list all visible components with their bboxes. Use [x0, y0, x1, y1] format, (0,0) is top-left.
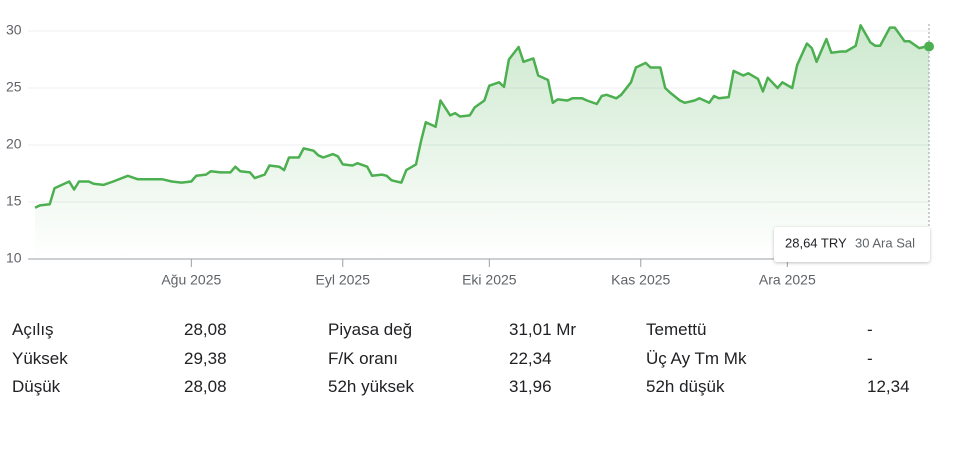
tooltip: 28,64 TRY 30 Ara Sal — [774, 227, 930, 262]
stat-value: - — [867, 320, 873, 339]
y-tick-label: 20 — [6, 136, 22, 152]
stat-value: 31,96 — [509, 377, 552, 396]
stat-value: 28,08 — [184, 377, 227, 396]
x-tick-label: Kas 2025 — [611, 272, 670, 288]
x-tick-label: Ara 2025 — [759, 272, 816, 288]
stat-value: - — [867, 348, 873, 368]
tooltip-box — [774, 227, 930, 262]
tooltip-date: 30 Ara Sal — [855, 235, 915, 250]
chart: 10 15 20 25 30 Ağu 2025 Eyl 2025 Eki 2025 Kas 20… — [6, 22, 934, 288]
stat-value: 12,34 — [867, 377, 910, 396]
x-tick-label: Ağu 2025 — [161, 272, 221, 288]
area — [35, 25, 929, 259]
y-tick-label: 15 — [6, 193, 22, 209]
stat-label: Temettü — [646, 320, 707, 339]
y-tick-label: 25 — [6, 79, 22, 95]
stat-label: Yüksek — [12, 348, 68, 368]
stat-label: 52h yüksek — [328, 377, 414, 396]
stats-row: Düşük 28,08 52h yüksek 31,96 52h düşük 12,34 — [0, 373, 960, 402]
y-tick-label: 30 — [6, 22, 22, 38]
stat-label: Düşük — [12, 377, 61, 396]
stat-label: Piyasa değ — [328, 320, 413, 339]
stat-label: Açılış — [12, 320, 54, 339]
y-tick-label: 10 — [6, 250, 22, 266]
stats-table: Açılış 28,08 Piyasa değ 31,01 Mr Temettü - Yük… — [0, 316, 960, 402]
stat-value: 29,38 — [184, 348, 227, 368]
stat-value: 31,01 Mr — [509, 320, 577, 339]
stat-value: 28,08 — [184, 320, 227, 339]
x-tick-label: Eki 2025 — [462, 272, 517, 288]
x-tick-label: Eyl 2025 — [316, 272, 371, 288]
price-line — [34, 24, 930, 209]
tooltip-price: 28,64 TRY — [785, 235, 847, 250]
stats-row: Yüksek 29,38 F/K oranı 22,34 Üç Ay Tm Mk - — [0, 345, 960, 374]
stat-value: 22,34 — [509, 348, 552, 368]
stat-label: F/K oranı — [328, 348, 398, 368]
stat-label: Üç Ay Tm Mk — [646, 348, 747, 368]
end-dot — [924, 41, 934, 52]
stat-label: 52h düşük — [646, 377, 725, 396]
stats-row: Açılış 28,08 Piyasa değ 31,01 Mr Temettü - — [0, 316, 960, 345]
